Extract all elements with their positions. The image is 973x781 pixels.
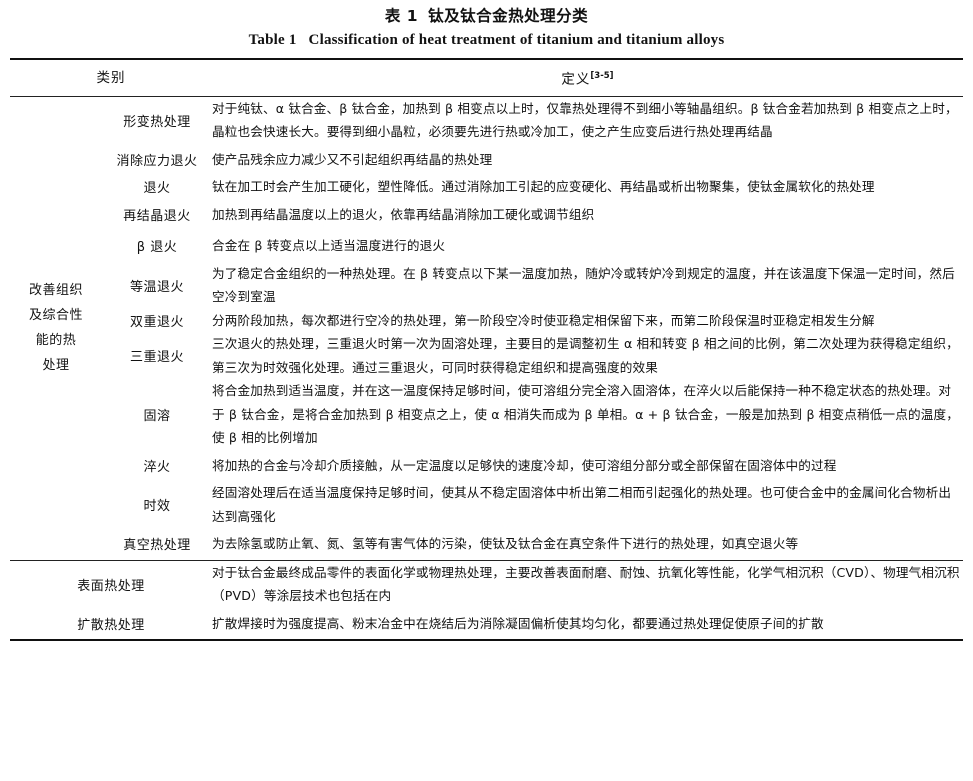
group-label-line: 处理: [42, 358, 70, 373]
table-number-english: Table 1: [248, 32, 297, 48]
table-row: 双重退火 分两阶段加热，每次都进行空冷的热处理，第一阶段空冷时使亚稳定相保留下来…: [10, 309, 963, 333]
treatment-definition: 将合金加热到适当温度，并在这一温度保持足够时间，使可溶组分完全溶入固溶体，在淬火…: [212, 383, 959, 445]
table-row: β 退火 合金在 β 转变点以上适当温度进行的退火: [10, 230, 963, 262]
table-row: 扩散热处理 扩散焊接时为强度提高、粉末冶金中在烧结后为消除凝固偏析使其均匀化，都…: [10, 608, 963, 641]
treatment-name: 退火: [143, 181, 171, 197]
treatment-name: 三重退火: [129, 350, 184, 365]
treatment-definition: 使产品残余应力减少又不引起组织再结晶的热处理: [212, 151, 493, 167]
header-definition-text: 定义: [561, 71, 591, 88]
treatment-definition: 为了稳定合金组织的一种热处理。在 β 转变点以下某一温度加热，随炉冷或转炉冷到规…: [212, 265, 955, 305]
table-row: 消除应力退火 使产品残余应力减少又不引起组织再结晶的热处理: [10, 144, 963, 176]
treatment-name: 真空热处理: [123, 538, 191, 554]
treatment-definition: 扩散焊接时为强度提高、粉末冶金中在烧结后为消除凝固偏析使其均匀化，都要通过热处理…: [212, 615, 824, 631]
treatment-name: 消除应力退火: [116, 153, 198, 169]
treatment-definition: 经固溶处理后在适当温度保持足够时间，使其从不稳定固溶体中析出第二相而引起强化的热…: [212, 485, 952, 524]
group-label-line: 及综合性: [28, 308, 83, 323]
treatment-name: 形变热处理: [102, 95, 212, 144]
group-label-line: 能的热: [35, 333, 77, 348]
table-number-chinese: 表 1: [384, 7, 419, 25]
group-label-line: 改善组织: [28, 283, 83, 298]
treatment-definition: 为去除氢或防止氧、氮、氢等有害气体的污染，使钛及钛合金在真空条件下进行的热处理，…: [212, 536, 799, 551]
treatment-definition: 加热到再结晶温度以上的退火，依靠再结晶消除加工硬化或调节组织: [212, 206, 595, 222]
treatment-definition: 分两阶段加热，每次都进行空冷的热处理，第一阶段空冷时使亚稳定相保留下来，而第二阶…: [212, 312, 875, 328]
table-row: 表面热处理 对于钛合金最终成品零件的表面化学或物理热处理，主要改善表面耐磨、耐蚀…: [10, 559, 963, 608]
group-label-improve-structure: 改善组织 及综合性 能的热 处理: [10, 95, 102, 560]
table-title-english-text: Classification of heat treatment of tita…: [308, 32, 725, 48]
table-body-group: 改善组织 及综合性 能的热 处理 形变热处理 对于纯钛、α 钛合金、β 钛合金，…: [10, 95, 963, 560]
table-row: 时效 经固溶处理后在适当温度保持足够时间，使其从不稳定固溶体中析出第二相而引起强…: [10, 481, 963, 528]
treatment-name: 时效: [143, 499, 171, 514]
treatment-definition: 三次退火的热处理，三重退火时第一次为固溶处理，主要目的是调整初生 α 相和转变 …: [212, 336, 959, 375]
table-title-block: 表 1 钛及钛合金热处理分类 Table 1 Classification of h…: [10, 0, 963, 51]
table-row: 改善组织 及综合性 能的热 处理 形变热处理 对于纯钛、α 钛合金、β 钛合金，…: [10, 95, 963, 560]
treatment-definition: 对于钛合金最终成品零件的表面化学或物理热处理，主要改善表面耐磨、耐蚀、抗氧化等性…: [212, 559, 963, 608]
treatment-name: 淬火: [143, 459, 171, 475]
table-title-chinese-text: 钛及钛合金热处理分类: [428, 7, 589, 25]
table-row: 退火 钛在加工时会产生加工硬化，塑性降低。通过消除加工引起的应变硬化、再结晶或析…: [10, 175, 963, 199]
table-row: 三重退火 三次退火的热处理，三重退火时第一次为固溶处理，主要目的是调整初生 α …: [10, 332, 963, 379]
treatment-name: 表面热处理: [10, 559, 212, 608]
treatment-definition: 合金在 β 转变点以上适当温度进行的退火: [212, 238, 446, 253]
table-row: 真空热处理 为去除氢或防止氧、氮、氢等有害气体的污染，使钛及钛合金在真空条件下进…: [10, 528, 963, 560]
treatment-name: 固溶: [143, 408, 171, 424]
table-header-row: 类别 定义[3-5]: [10, 59, 963, 96]
header-definition: 定义[3-5]: [212, 59, 963, 96]
treatment-name: 扩散热处理: [77, 617, 145, 633]
table-body-standalone: 表面热处理 对于钛合金最终成品零件的表面化学或物理热处理，主要改善表面耐磨、耐蚀…: [10, 559, 963, 641]
header-category: 类别: [96, 69, 126, 86]
treatment-definition: 将加热的合金与冷却介质接触，从一定温度以足够快的速度冷却，使可溶组分部分或全部保…: [212, 457, 837, 473]
table-row: 淬火 将加热的合金与冷却介质接触，从一定温度以足够快的速度冷却，使可溶组分部分或…: [10, 450, 963, 482]
table-row: 固溶 将合金加热到适当温度，并在这一温度保持足够时间，使可溶组分完全溶入固溶体，…: [10, 379, 963, 450]
table-title-chinese: 表 1 钛及钛合金热处理分类: [10, 5, 963, 27]
table-row: 等温退火 为了稳定合金组织的一种热处理。在 β 转变点以下某一温度加热，随炉冷或…: [10, 262, 963, 309]
table-head: 类别 定义[3-5]: [10, 59, 963, 96]
treatment-definition: 钛在加工时会产生加工硬化，塑性降低。通过消除加工引起的应变硬化、再结晶或析出物聚…: [212, 179, 875, 194]
treatment-name: 双重退火: [129, 314, 184, 330]
treatment-name: β 退火: [136, 240, 178, 256]
table-title-english: Table 1 Classification of heat treatment …: [10, 29, 963, 51]
header-definition-reference: [3-5]: [590, 71, 614, 81]
table-row: 再结晶退火 加热到再结晶温度以上的退火，依靠再结晶消除加工硬化或调节组织: [10, 199, 963, 231]
treatment-name: 再结晶退火: [123, 208, 191, 224]
treatment-definition: 对于纯钛、α 钛合金、β 钛合金，加热到 β 相变点以上时，仅靠热处理得不到细小…: [212, 95, 963, 144]
heat-treatment-classification-table: 类别 定义[3-5] 改善组织 及综合性 能的热 处理 形变热处理 对于纯钛、α…: [10, 58, 963, 641]
treatment-name: 等温退火: [129, 279, 184, 295]
